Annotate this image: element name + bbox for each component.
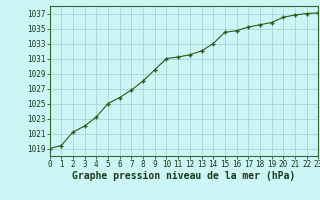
X-axis label: Graphe pression niveau de la mer (hPa): Graphe pression niveau de la mer (hPa) xyxy=(72,171,296,181)
